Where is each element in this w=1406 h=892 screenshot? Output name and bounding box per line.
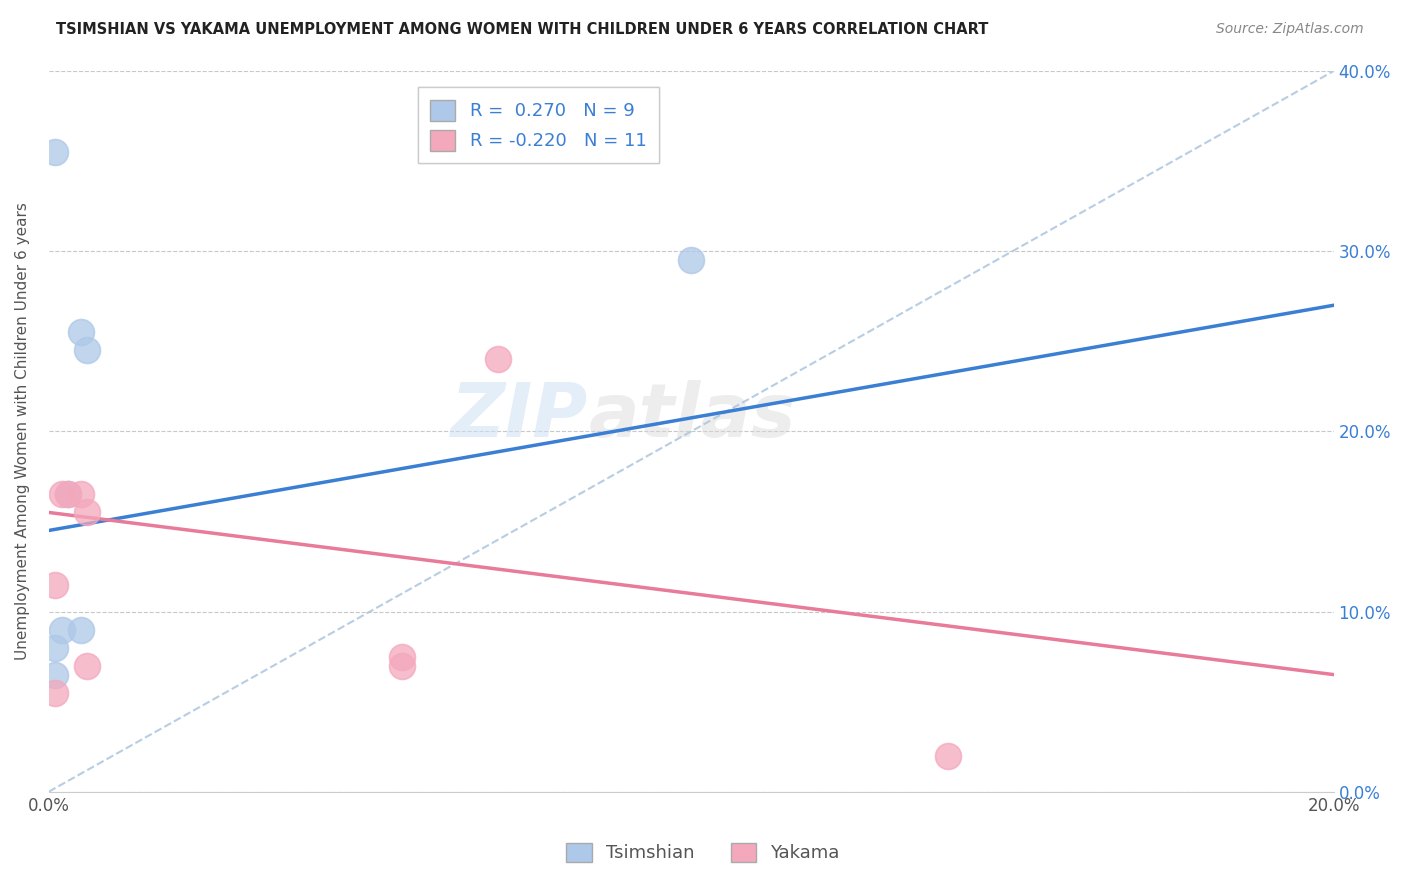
- Text: atlas: atlas: [588, 381, 796, 453]
- Point: [44, 577, 66, 591]
- Point: [76, 505, 98, 519]
- Point: [51, 487, 73, 501]
- Point: [56, 487, 79, 501]
- Text: Source: ZipAtlas.com: Source: ZipAtlas.com: [1216, 22, 1364, 37]
- Point: [44, 667, 66, 681]
- Point: [488, 352, 510, 367]
- Point: [391, 649, 413, 664]
- Point: [76, 343, 98, 358]
- Point: [391, 658, 413, 673]
- Point: [70, 487, 93, 501]
- Point: [936, 748, 959, 763]
- Point: [44, 145, 66, 160]
- Point: [70, 623, 93, 637]
- Text: ZIP: ZIP: [451, 381, 588, 453]
- Legend: Tsimshian, Yakama: Tsimshian, Yakama: [560, 836, 846, 870]
- Point: [44, 685, 66, 699]
- Point: [70, 326, 93, 340]
- Point: [56, 487, 79, 501]
- Point: [51, 623, 73, 637]
- Legend: R =  0.270   N = 9, R = -0.220   N = 11: R = 0.270 N = 9, R = -0.220 N = 11: [418, 87, 659, 163]
- Point: [681, 253, 703, 268]
- Point: [76, 658, 98, 673]
- Point: [44, 640, 66, 655]
- Y-axis label: Unemployment Among Women with Children Under 6 years: Unemployment Among Women with Children U…: [15, 202, 30, 660]
- Text: TSIMSHIAN VS YAKAMA UNEMPLOYMENT AMONG WOMEN WITH CHILDREN UNDER 6 YEARS CORRELA: TSIMSHIAN VS YAKAMA UNEMPLOYMENT AMONG W…: [56, 22, 988, 37]
